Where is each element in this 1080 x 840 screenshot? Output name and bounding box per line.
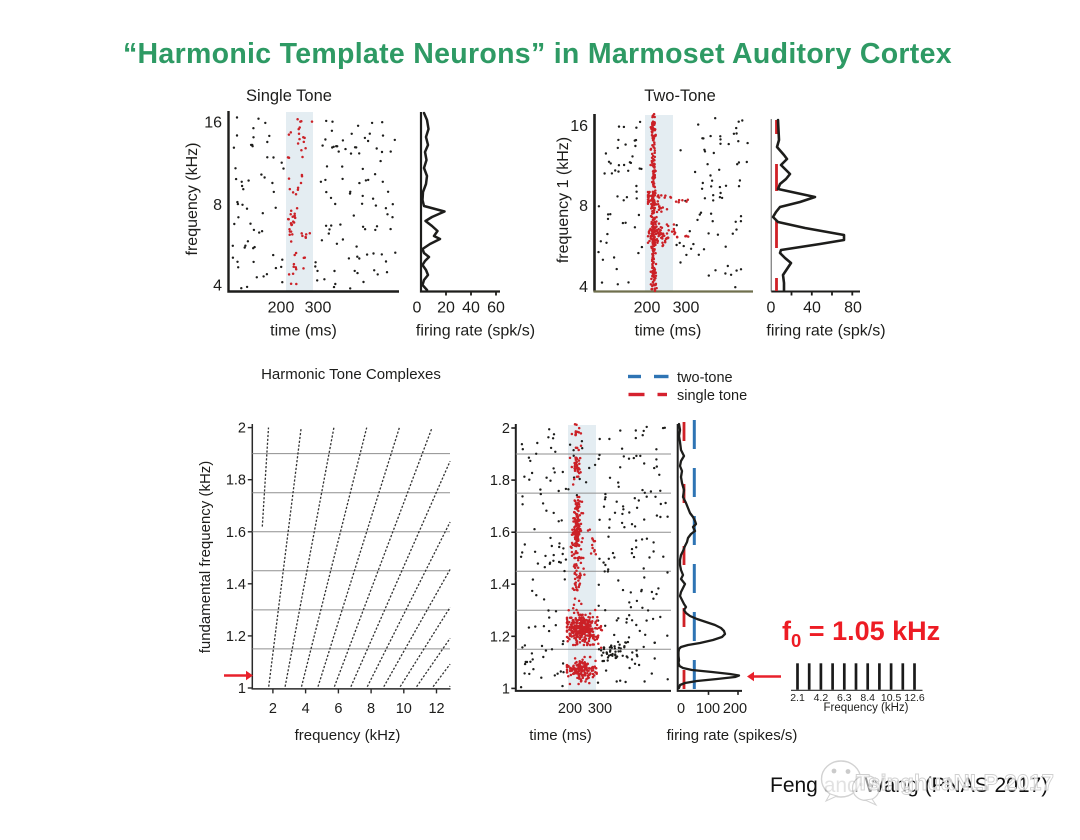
svg-text:1.8: 1.8 [490, 473, 510, 489]
svg-text:two-tone: two-tone [677, 370, 733, 386]
svg-text:300: 300 [588, 701, 612, 717]
svg-text:TsinghuaNLP 2017: TsinghuaNLP 2017 [856, 770, 1054, 795]
svg-text:200: 200 [723, 701, 747, 717]
svg-text:firing rate (spikes/s): firing rate (spikes/s) [667, 727, 798, 744]
svg-text:0: 0 [677, 701, 685, 717]
svg-text:4: 4 [302, 701, 310, 717]
svg-text:Single Tone: Single Tone [246, 87, 332, 105]
svg-text:4: 4 [579, 279, 588, 296]
svg-text:1.2: 1.2 [226, 629, 246, 645]
svg-text:12.6: 12.6 [904, 692, 925, 704]
svg-text:1.6: 1.6 [490, 525, 510, 541]
svg-text:time (ms): time (ms) [635, 323, 702, 340]
svg-text:6: 6 [334, 701, 342, 717]
svg-text:time (ms): time (ms) [270, 323, 337, 340]
svg-text:fundamental frequency (kHz): fundamental frequency (kHz) [197, 461, 214, 654]
svg-text:80: 80 [844, 300, 862, 317]
svg-text:4: 4 [213, 277, 222, 294]
svg-text:2.1: 2.1 [790, 692, 805, 704]
svg-text:300: 300 [673, 300, 700, 317]
svg-text:firing rate (spk/s): firing rate (spk/s) [416, 323, 535, 340]
svg-text:1.4: 1.4 [226, 577, 246, 593]
svg-text:8: 8 [367, 701, 375, 717]
svg-text:40: 40 [462, 300, 480, 317]
svg-text:2: 2 [269, 701, 277, 717]
svg-text:0: 0 [413, 300, 422, 317]
svg-text:frequency (kHz): frequency (kHz) [295, 727, 401, 744]
svg-text:10.5: 10.5 [881, 692, 902, 704]
svg-text:100: 100 [696, 701, 720, 717]
svg-text:2: 2 [502, 421, 510, 437]
svg-text:8.4: 8.4 [860, 692, 875, 704]
svg-text:12: 12 [428, 701, 444, 717]
svg-text:8: 8 [213, 197, 222, 214]
svg-text:f0 = 1.05 kHz: f0 = 1.05 kHz [782, 616, 940, 651]
svg-text:10: 10 [396, 701, 412, 717]
svg-text:0: 0 [767, 300, 776, 317]
svg-text:1.4: 1.4 [490, 577, 510, 593]
svg-text:1.2: 1.2 [490, 629, 510, 645]
svg-text:1: 1 [238, 681, 246, 697]
svg-text:200: 200 [268, 300, 295, 317]
svg-text:frequency 1 (kHz): frequency 1 (kHz) [555, 137, 572, 263]
svg-text:Two-Tone: Two-Tone [644, 87, 716, 105]
svg-text:single tone: single tone [677, 388, 747, 404]
svg-text:1: 1 [502, 681, 510, 697]
svg-text:1.8: 1.8 [226, 473, 246, 489]
svg-text:60: 60 [487, 300, 505, 317]
svg-text:16: 16 [570, 118, 588, 135]
svg-text:Frequency (kHz): Frequency (kHz) [824, 702, 909, 714]
svg-text:6.3: 6.3 [837, 692, 852, 704]
svg-text:frequency (kHz): frequency (kHz) [184, 143, 201, 256]
svg-text:4.2: 4.2 [814, 692, 829, 704]
svg-text:8: 8 [579, 198, 588, 215]
svg-text:firing rate (spk/s): firing rate (spk/s) [766, 323, 885, 340]
svg-text:2: 2 [238, 421, 246, 437]
svg-text:20: 20 [437, 300, 455, 317]
svg-text:“Harmonic Template Neurons” in: “Harmonic Template Neurons” in Marmoset … [123, 38, 952, 70]
svg-text:40: 40 [803, 300, 821, 317]
svg-text:200: 200 [558, 701, 582, 717]
svg-text:300: 300 [305, 300, 332, 317]
svg-text:16: 16 [204, 114, 222, 131]
svg-text:time (ms): time (ms) [529, 727, 592, 744]
svg-text:200: 200 [634, 300, 661, 317]
svg-text:Harmonic Tone Complexes: Harmonic Tone Complexes [261, 366, 441, 383]
svg-text:1.6: 1.6 [226, 525, 246, 541]
